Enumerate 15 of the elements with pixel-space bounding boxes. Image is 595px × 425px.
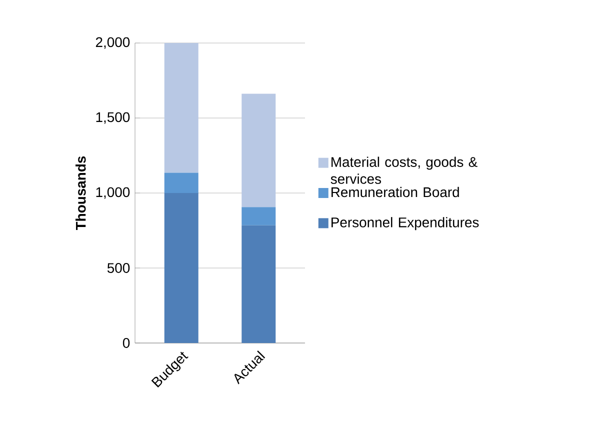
y-tick-label: 1,500 <box>96 112 130 124</box>
y-tick-label: 0 <box>122 338 130 348</box>
bar <box>164 172 198 193</box>
bar <box>164 193 198 343</box>
bar <box>242 207 276 226</box>
legend-label: Remuneration Board <box>332 186 459 198</box>
y-tick-label: 1,000 <box>96 187 130 199</box>
legend-label: Personnel Expenditures <box>332 217 479 230</box>
y-tick-label: 2,000 <box>96 37 130 49</box>
bar <box>242 94 276 208</box>
y-tick-label: 500 <box>107 263 130 273</box>
bar <box>242 225 276 343</box>
legend-label: Material costs, goods & services <box>330 156 478 184</box>
y-axis-title: Thousands <box>76 156 86 230</box>
bar <box>164 43 198 173</box>
